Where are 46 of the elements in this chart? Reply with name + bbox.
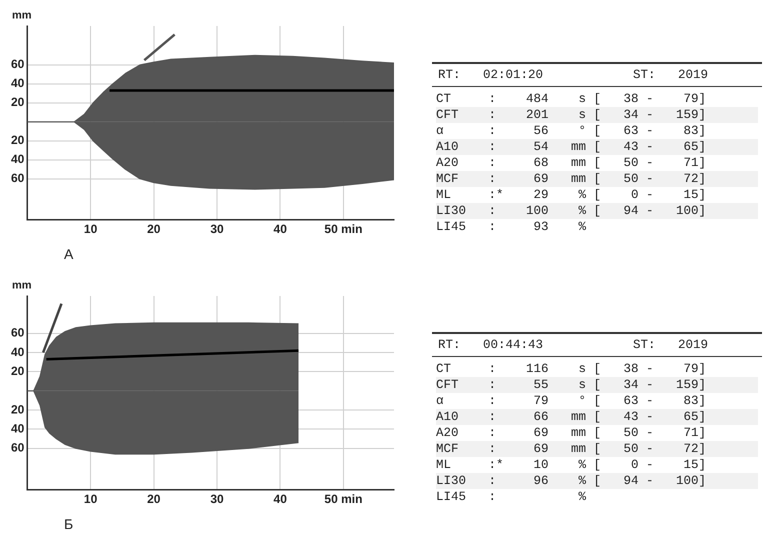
text: RT: 00:44:43 ST: 2019 — [432, 332, 762, 357]
text: ML :* 10 % [ 0 - 15] — [436, 457, 708, 473]
text: MCF : 69 mm [ 50 - 72] — [436, 171, 758, 187]
x-tick-label: 10 — [84, 222, 98, 236]
y-axis-title: mm — [12, 10, 32, 22]
text: A20 : 68 mm [ 50 - 71] — [436, 155, 708, 171]
y-tick-label: 20 — [10, 95, 25, 110]
y-tick-label: 60 — [10, 57, 25, 72]
x-tick-label: 40 — [274, 492, 288, 506]
text: LI45 : 93 % — [436, 219, 588, 235]
text: A10 : 54 mm [ 43 - 65] — [436, 139, 758, 155]
x-tick-label: 50 min — [324, 492, 362, 506]
text: CT : 484 s [ 38 - 79] — [436, 91, 708, 107]
x-tick-label: 40 — [274, 222, 288, 236]
text: RT: 02:01:20 ST: 2019 — [432, 62, 762, 87]
text: CFT : 55 s [ 34 - 159] — [436, 377, 758, 393]
y-tick-label: 40 — [10, 76, 25, 90]
x-tick-label: 20 — [147, 222, 161, 236]
text: LI45 : % — [436, 489, 588, 505]
x-tick-label: 50 min — [324, 222, 362, 236]
y-tick-label: 60 — [10, 440, 25, 455]
y-tick-label: 60 — [10, 326, 25, 340]
text: α : 56 ° [ 63 - 83] — [436, 123, 708, 139]
text: A10 : 66 mm [ 43 - 65] — [436, 409, 758, 425]
text: CT : 116 s [ 38 - 79] — [436, 361, 708, 377]
y-tick-label: 40 — [10, 344, 25, 359]
text: LI30 : 100 % [ 94 - 100] — [436, 203, 758, 219]
y-tick-label: 20 — [10, 402, 25, 416]
text: α : 79 ° [ 63 - 83] — [436, 393, 708, 409]
y-tick-label: 20 — [10, 364, 25, 378]
y-tick-label: 60 — [10, 171, 25, 186]
text: A20 : 69 mm [ 50 - 71] — [436, 425, 708, 441]
x-tick-label: 20 — [147, 492, 161, 506]
x-tick-label: 30 — [210, 222, 224, 236]
y-axis-title: mm — [12, 280, 32, 292]
text: А — [64, 246, 74, 262]
y-tick-label: 20 — [10, 133, 25, 148]
y-tick-label: 40 — [10, 422, 25, 436]
y-tick-label: 40 — [10, 152, 25, 166]
text: LI30 : 96 % [ 94 - 100] — [436, 473, 758, 489]
x-tick-label: 30 — [210, 492, 224, 506]
text: CFT : 201 s [ 34 - 159] — [436, 107, 758, 123]
text: MCF : 69 mm [ 50 - 72] — [436, 441, 758, 457]
text: ML :* 29 % [ 0 - 15] — [436, 187, 708, 203]
text: Б — [64, 516, 74, 532]
x-tick-label: 10 — [84, 492, 98, 506]
